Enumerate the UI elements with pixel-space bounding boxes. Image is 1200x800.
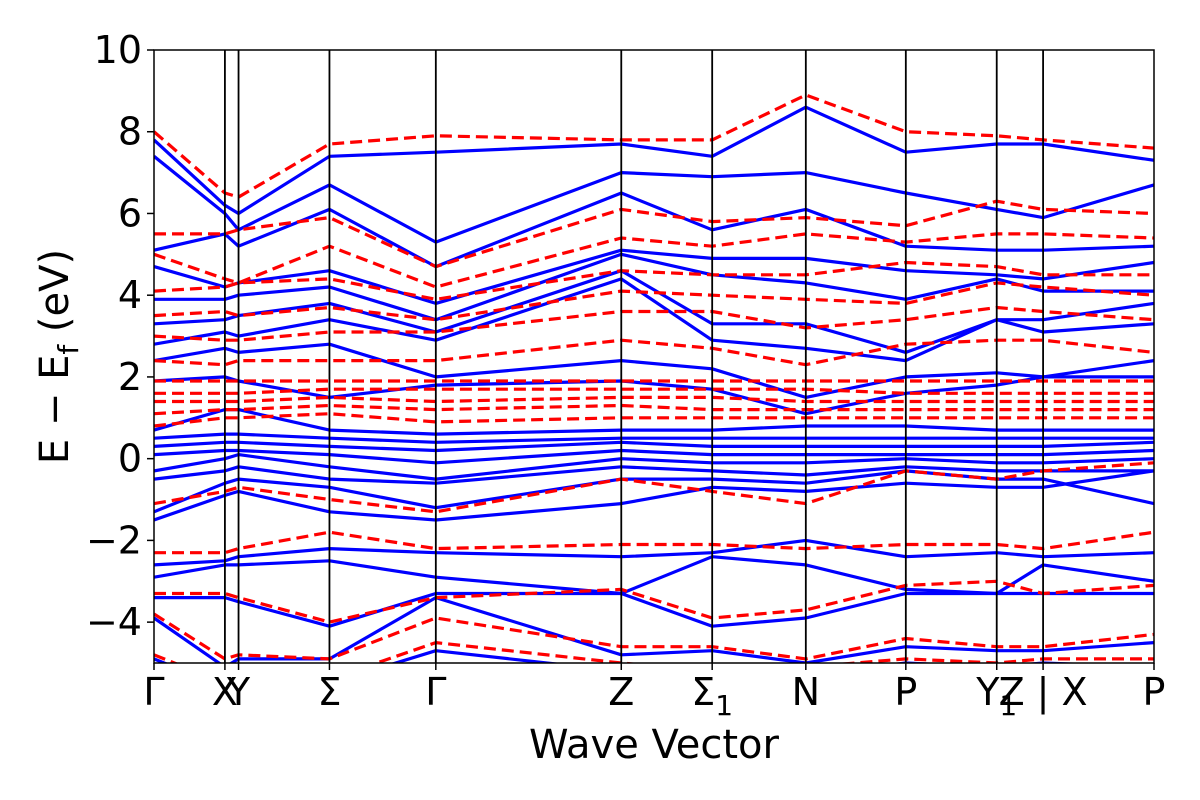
band-line-series1-12 <box>154 432 1154 444</box>
x-tick-label-main: P <box>894 670 917 714</box>
y-tick-label: −4 <box>86 600 142 644</box>
band-line-series2-12 <box>154 305 1154 342</box>
band-line-series1-9 <box>154 453 1154 481</box>
x-tick-label: Y1 <box>975 670 1017 722</box>
band-line-series1-2 <box>154 596 1154 663</box>
y-axis-title-unit: (eV) <box>32 249 78 345</box>
y-tick-label: 6 <box>118 191 142 235</box>
band-line-series1-22 <box>154 105 1154 216</box>
x-tick-label: P <box>1143 670 1166 714</box>
band-line-series1-11 <box>154 440 1154 453</box>
plot-frame <box>153 49 1155 664</box>
band-line-series1-3 <box>154 591 1154 628</box>
band-line-series1-19 <box>154 248 1154 305</box>
band-line-series1-7 <box>154 469 1154 514</box>
y-axis-title-subscript: f <box>52 344 85 355</box>
band-line-series1-18 <box>154 252 1154 322</box>
y-axis-title: E − Ef (eV) <box>32 249 85 464</box>
band-line-series2-5 <box>154 461 1154 514</box>
y-tick-label: 4 <box>118 273 142 317</box>
band-line-series1-8 <box>154 465 1154 485</box>
band-line-series2-4 <box>154 530 1154 555</box>
x-tick-label: N <box>792 670 820 714</box>
band-line-series1-20 <box>154 191 1154 269</box>
x-tick-label: Y <box>226 670 251 714</box>
x-tick-label: Σ1 <box>691 670 733 722</box>
band-line-series1-16 <box>154 277 1154 363</box>
y-axis-title-main: E − E <box>32 355 78 465</box>
band-line-series1-21 <box>154 155 1154 244</box>
x-tick-label-main: N <box>792 670 820 714</box>
x-tick-label-main: Σ <box>691 670 715 714</box>
x-tick-label-main: Γ <box>425 670 446 714</box>
bands-layer <box>154 93 1154 663</box>
band-line-series1-4 <box>154 555 1154 596</box>
band-line-series2-13 <box>154 281 1154 322</box>
x-axis-title: Wave Vector <box>529 722 780 768</box>
x-tick-label-main: Σ <box>317 670 341 714</box>
x-tick-label-main: Y <box>226 670 251 714</box>
x-tick-label: P <box>894 670 917 714</box>
band-line-series1-10 <box>154 448 1154 465</box>
band-line-series2-2 <box>154 612 1154 661</box>
x-tick-label: Γ <box>143 670 164 714</box>
band-line-series1-15 <box>154 342 1154 399</box>
x-tick-label-main: Y <box>975 670 1000 714</box>
band-line-series2-11 <box>154 338 1154 367</box>
x-tick-label-main: X <box>212 670 238 714</box>
x-tick-label-subscript: 1 <box>999 689 1017 722</box>
band-line-series2-7 <box>154 403 1154 416</box>
y-tick-label: 8 <box>118 110 142 154</box>
x-tick-label-main: Z <box>608 670 634 714</box>
y-tick-label: −2 <box>86 518 142 562</box>
band-line-series2-9 <box>154 387 1154 395</box>
y-tick-label: 10 <box>94 28 142 72</box>
band-line-series1-5 <box>154 538 1154 567</box>
x-tick-label: X <box>212 670 238 714</box>
x-tick-label: Z | X <box>999 670 1088 715</box>
band-line-series2-3 <box>154 579 1154 624</box>
x-tick-label-main: Z | X <box>999 670 1088 715</box>
y-tick-label: 2 <box>118 355 142 399</box>
x-tick-label: Z <box>608 670 634 714</box>
band-line-series2-6 <box>154 412 1154 428</box>
band-line-series2-16 <box>154 199 1154 269</box>
kpoint-lines <box>224 50 1044 663</box>
y-axis-ticks: 10 8 6 4 2 0 −2 −4 <box>86 28 154 644</box>
y-tick-label: 0 <box>118 437 142 481</box>
band-line-series1-6 <box>154 469 1154 522</box>
x-tick-label-main: Γ <box>143 670 164 714</box>
band-line-series2-14 <box>154 260 1154 301</box>
x-tick-label-subscript: 1 <box>715 689 733 722</box>
x-tick-label: Σ <box>317 670 341 714</box>
band-line-series2-17 <box>154 93 1154 199</box>
band-line-series2-8 <box>154 395 1154 404</box>
x-tick-label-main: P <box>1143 670 1166 714</box>
x-tick-label: Γ <box>425 670 446 714</box>
